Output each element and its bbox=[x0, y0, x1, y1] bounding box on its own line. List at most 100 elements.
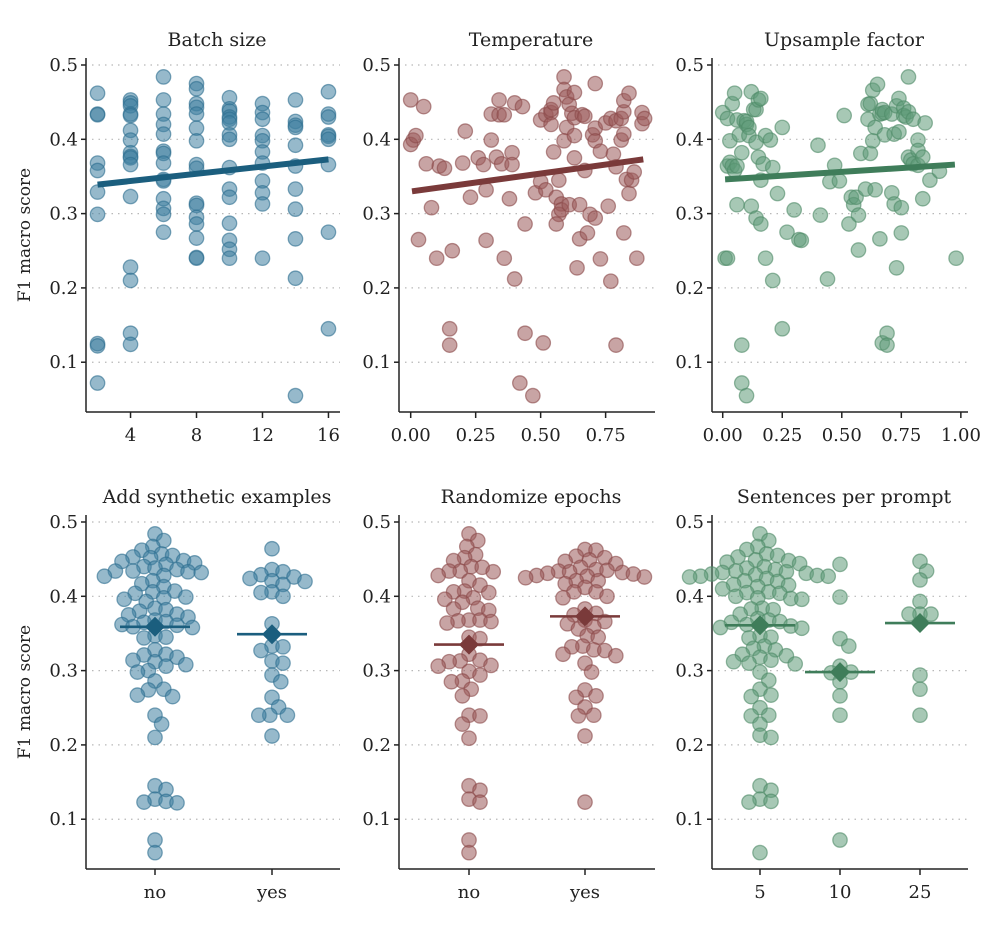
mean-marker bbox=[575, 606, 595, 627]
x-tick-label: 0.50 bbox=[521, 425, 561, 446]
data-point bbox=[430, 658, 447, 674]
data-point bbox=[89, 184, 106, 200]
panel-title: Upsample factor bbox=[764, 29, 925, 51]
data-point bbox=[879, 337, 895, 353]
data-point bbox=[869, 76, 886, 93]
data-point bbox=[164, 688, 181, 705]
data-point bbox=[275, 588, 291, 605]
data-point bbox=[566, 127, 583, 144]
data-point bbox=[888, 260, 905, 276]
x-tick-label: 0.00 bbox=[391, 425, 431, 446]
y-tick-label: 0.3 bbox=[362, 204, 391, 225]
data-point bbox=[287, 387, 304, 404]
y-tick-label: 0.3 bbox=[49, 661, 78, 682]
data-point bbox=[496, 106, 513, 123]
y-axis-label: F1 macro score bbox=[15, 168, 35, 302]
data-point bbox=[517, 325, 533, 342]
data-point bbox=[89, 338, 106, 354]
data-point bbox=[912, 707, 928, 724]
data-point bbox=[602, 273, 619, 290]
data-point bbox=[221, 131, 238, 148]
data-point bbox=[763, 793, 779, 810]
data-point bbox=[444, 242, 461, 259]
data-point bbox=[472, 794, 488, 810]
y-tick-label: 0.1 bbox=[362, 352, 391, 373]
data-point bbox=[504, 156, 520, 173]
data-point bbox=[912, 667, 928, 683]
panel-1: Batch size 0.1 0.2 0.3 0.4 0.5 F1 macro score 4… bbox=[15, 29, 340, 446]
data-point bbox=[483, 613, 499, 630]
data-point bbox=[221, 250, 238, 267]
data-point bbox=[727, 588, 744, 605]
data-point bbox=[763, 687, 779, 703]
x-tick-label: no bbox=[144, 882, 166, 903]
data-point bbox=[221, 189, 238, 206]
data-point bbox=[418, 155, 435, 172]
x-tick-label: 12 bbox=[251, 425, 274, 446]
data-point bbox=[615, 225, 632, 241]
data-point bbox=[729, 196, 745, 213]
data-point bbox=[275, 638, 291, 655]
data-point bbox=[158, 658, 174, 674]
data-point bbox=[129, 687, 146, 703]
data-point bbox=[752, 90, 769, 107]
panel-title: Temperature bbox=[469, 29, 593, 51]
data-point bbox=[136, 794, 152, 810]
y-tick-label: 0.3 bbox=[675, 204, 704, 225]
data-point bbox=[741, 794, 757, 810]
data-point bbox=[762, 132, 779, 148]
x-tick-label: 0.25 bbox=[762, 425, 802, 446]
y-tick-label: 0.2 bbox=[362, 278, 391, 299]
data-point bbox=[436, 591, 453, 608]
panel-5: Randomize epochs 0.1 0.2 0.3 0.4 0.5 no yes bbox=[362, 486, 655, 903]
data-point bbox=[774, 119, 791, 136]
y-tick-label: 0.3 bbox=[49, 204, 78, 225]
data-point bbox=[812, 207, 829, 223]
data-point bbox=[607, 647, 624, 664]
data-point bbox=[188, 132, 205, 149]
data-point bbox=[555, 646, 571, 663]
data-point bbox=[254, 111, 271, 128]
data-point bbox=[850, 207, 867, 223]
data-point bbox=[517, 569, 534, 586]
data-point bbox=[733, 144, 750, 161]
data-point bbox=[454, 155, 471, 171]
data-point bbox=[122, 336, 139, 353]
data-point bbox=[180, 563, 196, 580]
data-point bbox=[253, 584, 269, 601]
x-tick-label: 1.00 bbox=[941, 425, 981, 446]
data-point bbox=[275, 655, 291, 672]
data-point bbox=[264, 540, 280, 557]
data-point bbox=[872, 231, 888, 247]
data-point bbox=[242, 570, 258, 587]
data-point bbox=[122, 259, 139, 275]
data-point bbox=[472, 708, 488, 724]
data-point bbox=[89, 206, 106, 223]
data-point bbox=[726, 85, 743, 102]
data-point bbox=[743, 688, 760, 705]
data-point bbox=[579, 225, 596, 241]
data-point bbox=[832, 832, 848, 848]
data-point bbox=[862, 145, 879, 162]
data-point bbox=[436, 160, 453, 177]
data-point bbox=[588, 688, 604, 704]
data-point bbox=[831, 173, 848, 189]
data-point bbox=[423, 199, 440, 216]
data-point bbox=[608, 337, 624, 353]
x-tick-label: yes bbox=[256, 882, 287, 903]
data-point bbox=[901, 606, 917, 622]
data-point bbox=[832, 707, 848, 724]
data-point bbox=[779, 224, 795, 241]
data-point bbox=[543, 116, 559, 133]
data-point bbox=[514, 98, 531, 115]
y-tick-label: 0.4 bbox=[675, 586, 704, 607]
data-point bbox=[832, 589, 848, 605]
data-point bbox=[763, 729, 779, 746]
data-point bbox=[116, 591, 133, 608]
data-point bbox=[320, 109, 337, 125]
data-point bbox=[769, 185, 786, 202]
data-point bbox=[96, 568, 113, 585]
data-point bbox=[129, 664, 146, 680]
y-tick-label: 0.1 bbox=[675, 809, 704, 830]
data-point bbox=[472, 667, 488, 683]
